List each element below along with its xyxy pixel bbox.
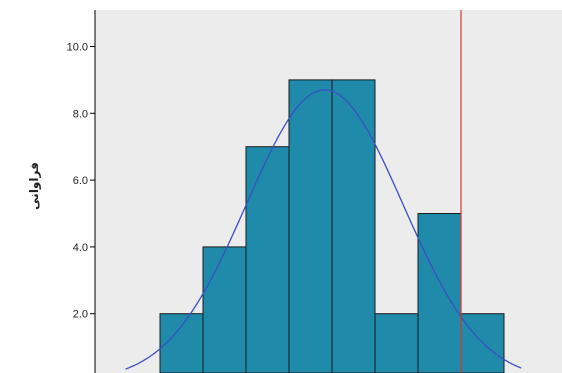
histogram-bar-7: [417, 213, 462, 373]
y-tick-label: 10.0: [67, 42, 88, 54]
histogram-bar-4: [288, 79, 333, 373]
histogram-bar-1: [159, 313, 204, 373]
normal-curve: [125, 89, 522, 370]
histogram-bar-6: [374, 313, 419, 373]
y-axis-title: فراوانی: [27, 162, 42, 210]
histogram-bar-2: [202, 246, 247, 373]
y-tick-label: 8.0: [73, 108, 88, 120]
y-tick-label: 4.0: [73, 242, 88, 254]
histogram-bars: [159, 79, 505, 373]
histogram-bar-3: [245, 146, 290, 373]
histogram-bar-5: [331, 79, 376, 373]
y-axis-ticks: 2.0 4.0 6.0 8.0 10.0: [67, 42, 95, 321]
y-tick-label: 6.0: [73, 175, 88, 187]
y-tick-label: 2.0: [73, 309, 88, 321]
